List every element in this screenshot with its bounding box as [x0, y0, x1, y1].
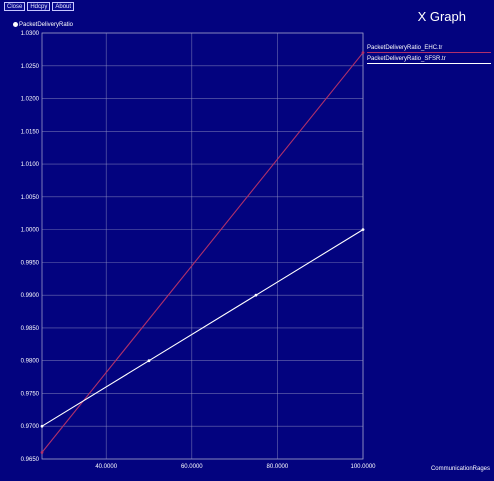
y-axis-label: PacketDeliveryRatio: [13, 22, 73, 28]
x-tick-label: 80.0000: [267, 464, 289, 470]
y-tick-label: 1.0200: [21, 97, 40, 103]
legend-label-series-2: PacketDeliveryRatio_SFSR.tr: [367, 56, 446, 62]
window-title: X Graph: [417, 9, 466, 24]
legend-item-series-2: PacketDeliveryRatio_SFSR.tr: [367, 54, 491, 65]
about-button[interactable]: About: [52, 2, 75, 11]
y-tick-label: 1.0300: [21, 31, 40, 37]
y-tick-label: 0.9900: [21, 293, 40, 299]
y-tick-label: 0.9700: [21, 424, 40, 430]
x-tick-label: 40.0000: [95, 464, 117, 470]
series-2-point: [40, 424, 44, 428]
y-tick-label: 0.9650: [21, 457, 40, 463]
pointer-icon: [13, 22, 18, 27]
y-tick-label: 1.0250: [21, 64, 40, 70]
series-2-point: [254, 293, 258, 297]
y-tick-label: 1.0000: [21, 228, 40, 234]
series-2-point: [147, 359, 151, 363]
y-tick-label: 1.0150: [21, 129, 40, 135]
y-tick-label: 0.9950: [21, 260, 40, 266]
y-tick-label: 1.0100: [21, 162, 40, 168]
toolbar: Close Hdcpy About: [4, 2, 75, 11]
series-line-2: [41, 229, 364, 427]
x-tick-label: 60.0000: [181, 464, 203, 470]
y-tick-label: 0.9800: [21, 359, 40, 365]
y-tick-label: 0.9750: [21, 391, 40, 397]
y-tick-label: 1.0050: [21, 195, 40, 201]
y-axis-label-text: PacketDeliveryRatio: [19, 22, 74, 29]
series-1-point: [40, 451, 44, 454]
series-1-point: [361, 51, 365, 55]
series-line-1: [41, 52, 364, 453]
x-tick-label: 100.0000: [350, 464, 376, 470]
legend-label-series-1: PacketDeliveryRatio_EHC.tr: [367, 45, 443, 51]
close-button[interactable]: Close: [4, 2, 26, 11]
plot-frame: [41, 32, 364, 460]
legend-item-series-1: PacketDeliveryRatio_EHC.tr: [367, 43, 491, 54]
y-tick-label: 0.9850: [21, 326, 40, 332]
legend-swatch-series-1: [367, 52, 491, 53]
series-2-point: [361, 228, 365, 232]
legend: PacketDeliveryRatio_EHC.tr PacketDeliver…: [367, 43, 491, 65]
legend-swatch-series-2: [367, 63, 491, 64]
hardcopy-button[interactable]: Hdcpy: [27, 2, 51, 11]
x-axis-label: CommunicationRages: [430, 466, 490, 472]
